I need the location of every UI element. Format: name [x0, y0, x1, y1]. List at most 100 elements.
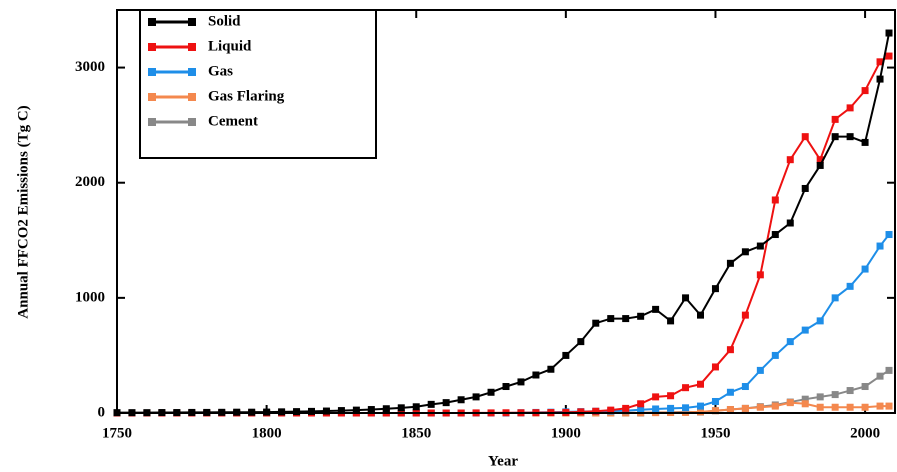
- point: [697, 380, 704, 388]
- point: [682, 384, 690, 392]
- legend-label: Solid: [208, 13, 241, 29]
- point: [756, 366, 764, 374]
- point: [786, 338, 794, 346]
- point: [801, 133, 809, 141]
- point: [667, 392, 675, 400]
- legend-marker: [148, 118, 156, 126]
- point: [861, 383, 869, 391]
- point: [532, 371, 540, 379]
- point: [885, 52, 893, 60]
- point: [487, 388, 495, 396]
- point: [382, 405, 390, 413]
- point: [682, 294, 690, 302]
- legend-label: Gas: [208, 63, 233, 79]
- point: [756, 403, 764, 411]
- point: [637, 406, 645, 414]
- point: [741, 404, 749, 412]
- point: [876, 242, 884, 250]
- point: [885, 366, 893, 374]
- point: [771, 402, 779, 410]
- point: [846, 104, 854, 112]
- point: [697, 402, 704, 410]
- point: [592, 407, 600, 415]
- point: [637, 400, 645, 408]
- point: [502, 383, 510, 391]
- point: [885, 231, 893, 239]
- plot-frame: [116, 9, 896, 414]
- point: [741, 311, 749, 319]
- legend-box: [139, 9, 377, 159]
- point: [711, 407, 719, 415]
- point: [876, 75, 884, 83]
- point: [726, 259, 734, 267]
- point: [771, 196, 779, 204]
- point: [667, 404, 675, 412]
- point: [278, 408, 286, 416]
- point: [726, 388, 734, 396]
- point: [885, 29, 893, 37]
- point: [786, 156, 794, 164]
- point: [697, 311, 704, 319]
- legend-label: Liquid: [208, 38, 252, 54]
- y-tick-label: 2000: [75, 174, 105, 190]
- x-tick-label: 1750: [102, 425, 132, 441]
- legend-marker: [188, 18, 196, 26]
- point: [322, 407, 330, 415]
- point: [846, 403, 854, 411]
- point: [442, 399, 450, 407]
- point: [801, 400, 809, 408]
- point: [846, 133, 854, 141]
- point: [786, 399, 794, 407]
- point: [412, 403, 420, 411]
- point: [831, 294, 839, 302]
- point: [816, 393, 824, 401]
- legend-marker: [148, 18, 156, 26]
- point: [771, 351, 779, 359]
- x-tick-label: 1850: [401, 425, 431, 441]
- point: [472, 393, 480, 401]
- point: [861, 403, 869, 411]
- point: [861, 138, 869, 146]
- point: [711, 397, 719, 405]
- legend-marker: [188, 68, 196, 76]
- x-tick-label: 1950: [700, 425, 730, 441]
- x-tick-label: 1900: [551, 425, 581, 441]
- point: [397, 404, 405, 412]
- point: [726, 346, 734, 354]
- point: [816, 317, 824, 325]
- point: [831, 403, 839, 411]
- y-tick-label: 1000: [75, 289, 105, 305]
- point: [592, 319, 600, 327]
- point: [427, 400, 435, 408]
- point: [293, 408, 301, 416]
- point: [726, 406, 734, 414]
- point: [831, 115, 839, 123]
- point: [352, 406, 360, 414]
- legend-marker: [188, 93, 196, 101]
- point: [801, 184, 809, 192]
- point: [622, 315, 630, 323]
- point: [801, 326, 809, 334]
- point: [816, 403, 824, 411]
- y-tick-label: 3000: [75, 59, 105, 75]
- point: [711, 363, 719, 371]
- point: [876, 402, 884, 410]
- point: [652, 393, 660, 401]
- point: [831, 133, 839, 141]
- point: [517, 378, 525, 386]
- point: [607, 315, 615, 323]
- point: [577, 338, 585, 346]
- point: [741, 383, 749, 391]
- point: [816, 156, 824, 164]
- legend-marker: [188, 118, 196, 126]
- point: [861, 265, 869, 273]
- y-tick-label: 0: [98, 404, 106, 420]
- point: [697, 408, 704, 416]
- x-tick-label: 2000: [850, 425, 880, 441]
- point: [756, 242, 764, 250]
- point: [741, 248, 749, 256]
- point: [637, 312, 645, 320]
- point: [457, 396, 465, 404]
- y-axis-label: Annual FFCO2 Emissions (Tg C): [15, 105, 31, 318]
